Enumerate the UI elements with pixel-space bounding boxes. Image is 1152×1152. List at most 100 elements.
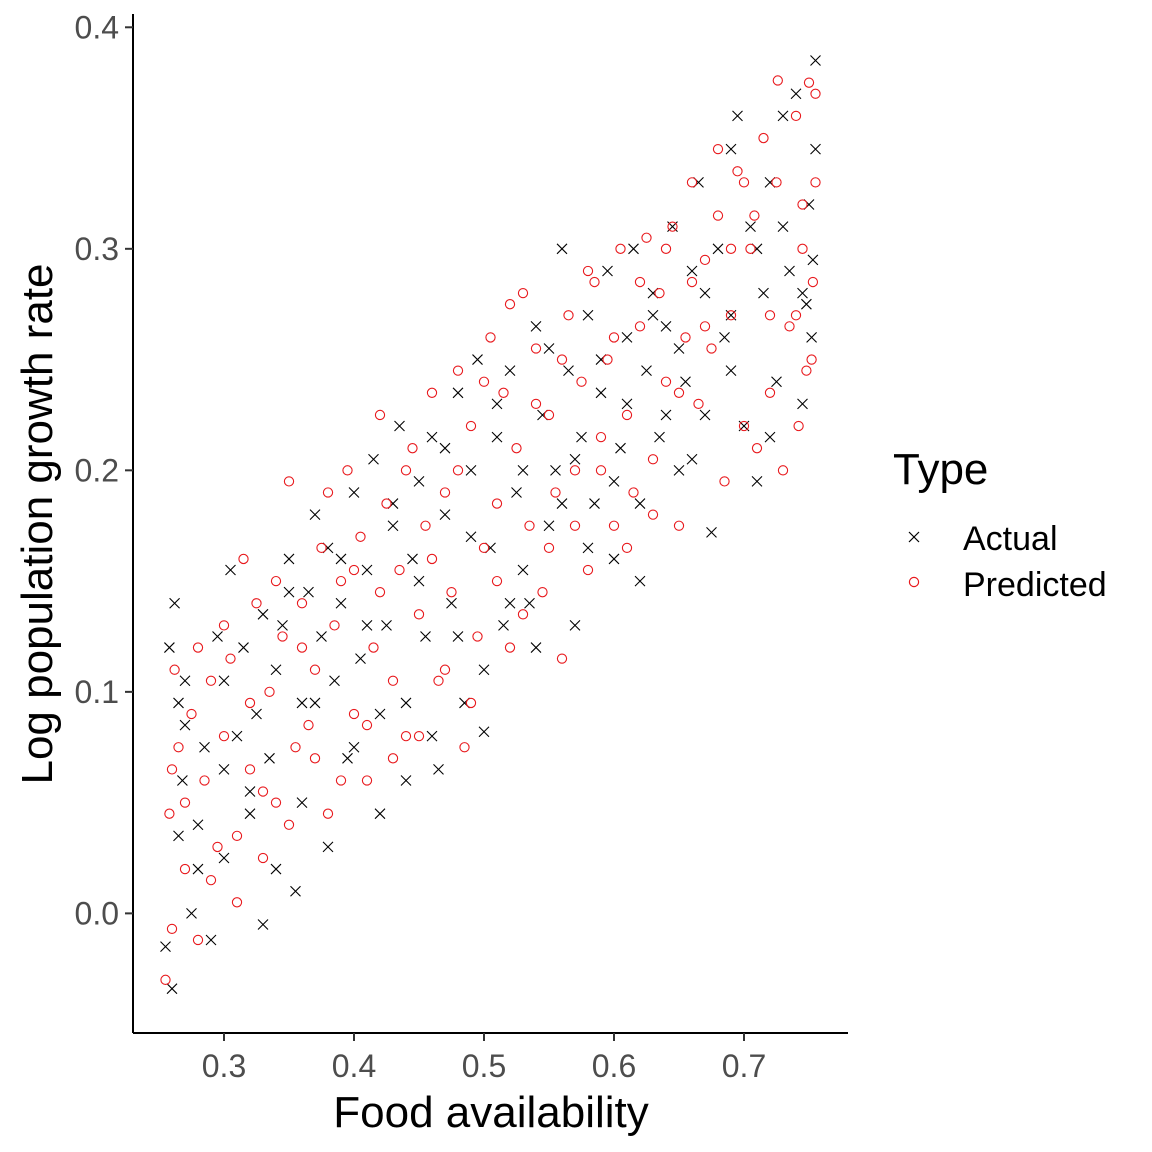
- actual-point: [699, 409, 711, 421]
- predicted-point: [615, 243, 626, 254]
- predicted-point: [309, 664, 321, 675]
- predicted-point: [426, 387, 438, 398]
- actual-point: [420, 631, 431, 642]
- predicted-point: [602, 354, 613, 365]
- actual-point: [218, 675, 230, 687]
- predicted-point: [270, 575, 282, 587]
- predicted-point: [686, 276, 698, 288]
- actual-point: [595, 387, 607, 399]
- actual-point: [556, 498, 568, 509]
- actual-point: [400, 775, 412, 786]
- actual-point: [797, 287, 808, 299]
- predicted-point: [368, 642, 379, 653]
- actual-point: [374, 808, 386, 820]
- actual-point: [511, 487, 522, 498]
- predicted-point: [348, 564, 360, 576]
- predicted-point: [231, 830, 243, 841]
- predicted-point: [205, 875, 217, 886]
- actual-point: [283, 553, 295, 565]
- predicted-point: [504, 299, 516, 310]
- predicted-point: [660, 243, 672, 254]
- actual-point: [296, 697, 308, 709]
- predicted-point: [693, 398, 704, 410]
- actual-point: [478, 664, 490, 676]
- predicted-point: [251, 598, 262, 609]
- predicted-point: [478, 376, 490, 387]
- actual-point: [316, 631, 327, 642]
- predicted-point: [164, 808, 175, 819]
- actual-point: [303, 586, 314, 598]
- predicted-point: [777, 465, 789, 476]
- predicted-point: [225, 653, 236, 664]
- predicted-point: [413, 731, 425, 742]
- actual-point: [504, 365, 516, 377]
- legend-item-predicted: Predicted: [908, 566, 1107, 604]
- predicted-point: [797, 243, 808, 254]
- actual-point: [498, 620, 509, 631]
- predicted-point: [764, 387, 776, 398]
- actual-point: [329, 675, 340, 687]
- y-tick-label: 0.4: [75, 9, 119, 45]
- actual-point: [673, 343, 685, 354]
- actual-point: [270, 664, 282, 676]
- actual-point: [225, 564, 236, 576]
- predicted-point: [806, 354, 817, 365]
- predicted-point: [465, 420, 477, 432]
- actual-point: [290, 885, 301, 897]
- actual-point: [342, 752, 353, 764]
- predicted-point: [712, 143, 724, 155]
- predicted-point: [654, 287, 665, 299]
- predicted-point: [446, 587, 457, 598]
- actual-point: [169, 597, 180, 609]
- predicted-point: [810, 177, 821, 188]
- actual-point: [439, 442, 451, 454]
- predicted-point: [452, 365, 464, 376]
- predicted-point: [420, 520, 431, 531]
- actual-point: [374, 708, 386, 720]
- predicted-point: [673, 520, 685, 531]
- predicted-point: [686, 177, 698, 188]
- actual-point: [478, 726, 490, 738]
- predicted-point: [504, 642, 516, 653]
- predicted-point: [387, 675, 399, 686]
- predicted-point: [576, 376, 587, 387]
- actual-point: [569, 620, 581, 631]
- predicted-point: [621, 409, 633, 421]
- predicted-point: [673, 387, 685, 398]
- actual-point: [797, 398, 808, 410]
- actual-point: [615, 442, 626, 454]
- actual-point: [745, 221, 756, 233]
- predicted-point: [186, 708, 197, 720]
- predicted-point: [784, 321, 795, 332]
- predicted-point: [205, 675, 217, 686]
- actual-point: [413, 575, 425, 587]
- predicted-point: [433, 675, 444, 686]
- actual-point: [270, 863, 282, 875]
- predicted-point: [563, 310, 574, 321]
- actual-point: [335, 597, 347, 609]
- x-tick-label: 0.5: [462, 1048, 506, 1084]
- legend-item-actual: Actual: [908, 520, 1058, 558]
- predicted-point: [699, 321, 711, 332]
- predicted-point: [569, 465, 581, 476]
- actual-point: [764, 431, 776, 443]
- y-tick-label: 0.3: [75, 231, 119, 267]
- x-tick-label: 0.6: [592, 1048, 636, 1084]
- actual-point: [361, 620, 373, 631]
- actual-point: [231, 730, 243, 742]
- x-tick-label: 0.4: [332, 1048, 376, 1084]
- actual-point: [426, 730, 438, 742]
- x-axis-title: Food availability: [333, 1088, 649, 1137]
- predicted-point: [491, 498, 503, 509]
- predicted-point: [680, 332, 691, 343]
- actual-point: [277, 620, 288, 631]
- actual-point: [368, 453, 379, 465]
- actual-point: [244, 786, 256, 797]
- actual-point: [257, 919, 269, 930]
- actual-point: [641, 365, 652, 377]
- actual-point: [790, 88, 802, 100]
- actual-point: [348, 487, 360, 498]
- actual-point: [381, 620, 392, 631]
- y-tick-label: 0.1: [75, 674, 119, 710]
- actual-point: [569, 453, 581, 465]
